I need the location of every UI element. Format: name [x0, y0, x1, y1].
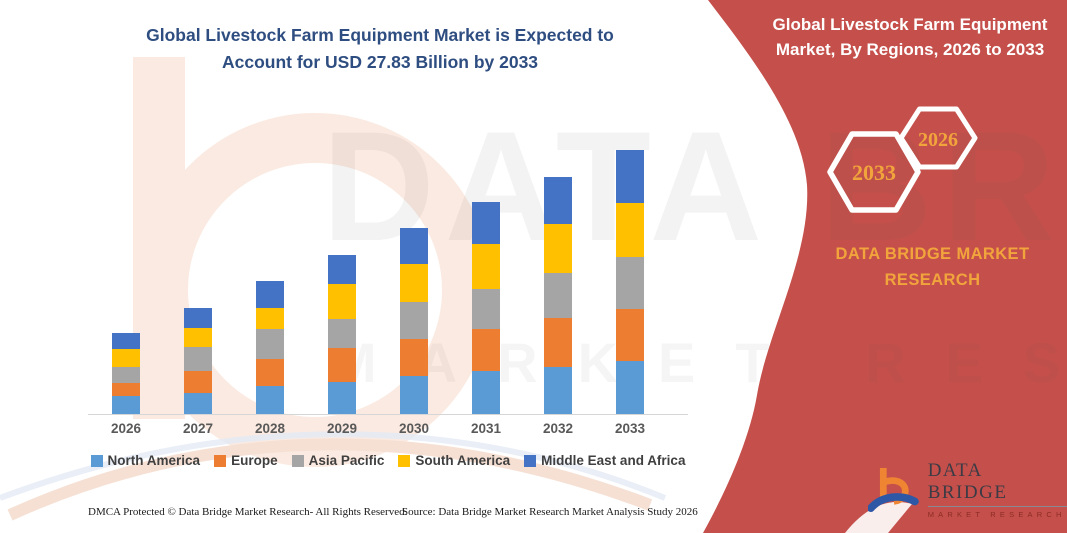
stacked-bar-2031 — [472, 202, 500, 414]
legend-item-middle-east-and-africa: Middle East and Africa — [524, 453, 685, 468]
bar-segment-2031-north-america — [472, 371, 500, 414]
bar-segment-2032-north-america — [544, 366, 572, 414]
bar-segment-2029-middle-east-and-africa — [328, 255, 356, 284]
bar-segment-2031-middle-east-and-africa — [472, 202, 500, 244]
bar-slot-2032 — [544, 176, 572, 414]
legend-label: Middle East and Africa — [541, 453, 686, 468]
stacked-bar-2029 — [328, 255, 356, 414]
bar-slot-2026 — [112, 333, 140, 414]
bar-segment-2030-asia-pacific — [400, 302, 428, 339]
bar-segment-2031-asia-pacific — [472, 288, 500, 330]
bar-segment-2027-north-america — [184, 393, 212, 414]
legend-swatch — [398, 454, 411, 467]
bar-segment-2030-north-america — [400, 376, 428, 414]
legend-label: South America — [415, 453, 511, 468]
legend-label: Asia Pacific — [308, 453, 385, 468]
chart-legend: North America Europe Asia Pacific South Ame… — [64, 453, 712, 468]
bar-segment-2030-europe — [400, 339, 428, 376]
legend-swatch — [524, 454, 537, 467]
x-tick-2026: 2026 — [110, 421, 142, 436]
panel-brand-text: DATA BRIDGE MARKET RESEARCH — [835, 245, 1030, 290]
stacked-bar-2032 — [544, 176, 572, 414]
bar-segment-2026-middle-east-and-africa — [112, 333, 140, 350]
bar-segment-2031-europe — [472, 329, 500, 372]
bar-segment-2029-south-america — [328, 283, 356, 320]
legend-item-north-america: North America — [90, 453, 201, 468]
logo-subtitle: MARKET RESEARCH — [927, 510, 1066, 519]
stacked-bar-2033 — [616, 149, 644, 414]
bar-segment-2027-asia-pacific — [184, 346, 212, 372]
bar-slot-2031 — [472, 202, 500, 414]
bar-segment-2032-middle-east-and-africa — [544, 176, 572, 225]
x-tick-2031: 2031 — [470, 421, 502, 436]
year-hexagons: 2033 2026 — [827, 106, 978, 213]
bar-segment-2027-south-america — [184, 327, 212, 347]
logo-title: DATA BRIDGE — [927, 460, 1067, 507]
legend-swatch — [291, 454, 304, 467]
bar-segment-2033-south-america — [616, 203, 644, 258]
legend-item-south-america: South America — [398, 453, 510, 468]
x-tick-2027: 2027 — [182, 421, 214, 436]
bar-segment-2032-south-america — [544, 224, 572, 273]
legend-item-europe: Europe — [214, 453, 278, 468]
bar-slot-2028 — [256, 281, 284, 414]
bar-segment-2033-asia-pacific — [616, 257, 644, 309]
bar-segment-2033-middle-east-and-africa — [616, 149, 644, 204]
x-tick-2029: 2029 — [326, 421, 358, 436]
x-tick-2028: 2028 — [254, 421, 286, 436]
bar-segment-2030-middle-east-and-africa — [400, 227, 428, 264]
bar-segment-2027-middle-east-and-africa — [184, 307, 212, 328]
footer-dmca: DMCA Protected © Data Bridge Market Rese… — [88, 506, 408, 518]
bars-row — [88, 127, 688, 415]
bar-slot-2030 — [400, 227, 428, 414]
bar-segment-2033-europe — [616, 308, 644, 361]
panel-title: Global Livestock Farm Equipment Market, … — [772, 15, 1048, 59]
x-tick-2032: 2032 — [542, 421, 574, 436]
bar-segment-2032-europe — [544, 318, 572, 367]
bar-segment-2028-north-america — [256, 386, 284, 414]
bar-segment-2031-south-america — [472, 243, 500, 289]
databridge-logo-icon — [868, 467, 919, 512]
hexagon-2033-label: 2033 — [852, 160, 896, 185]
legend-item-asia-pacific: Asia Pacific — [291, 453, 385, 468]
bar-slot-2027 — [184, 307, 212, 414]
bar-segment-2030-south-america — [400, 264, 428, 302]
legend-label: Europe — [231, 453, 278, 468]
footer-source: Source: Data Bridge Market Research Mark… — [402, 506, 698, 518]
bar-segment-2026-asia-pacific — [112, 366, 140, 383]
bar-segment-2028-europe — [256, 358, 284, 387]
bar-segment-2026-south-america — [112, 349, 140, 367]
stacked-bar-2028 — [256, 281, 284, 414]
stacked-bar-2026 — [112, 333, 140, 414]
bar-segment-2026-europe — [112, 382, 140, 396]
bar-segment-2027-europe — [184, 371, 212, 394]
stacked-bar-2027 — [184, 307, 212, 414]
bar-segment-2032-asia-pacific — [544, 272, 572, 319]
bar-slot-2029 — [328, 255, 356, 414]
bar-segment-2029-europe — [328, 348, 356, 382]
legend-swatch — [90, 454, 103, 467]
x-tick-2033: 2033 — [614, 421, 646, 436]
legend-label: North America — [107, 453, 201, 468]
bar-segment-2028-south-america — [256, 307, 284, 330]
chart-title: Global Livestock Farm Equipment Market i… — [146, 25, 614, 73]
bar-segment-2029-north-america — [328, 381, 356, 414]
bar-segment-2028-middle-east-and-africa — [256, 281, 284, 308]
x-tick-2030: 2030 — [398, 421, 430, 436]
hexagon-2026-label: 2026 — [918, 129, 958, 151]
hexagon-2033-shape — [827, 131, 921, 213]
bar-segment-2033-north-america — [616, 360, 644, 414]
x-axis-labels: 2026 2027 2028 2029 2030 2031 2032 2033 — [88, 421, 688, 436]
bar-segment-2028-asia-pacific — [256, 329, 284, 359]
hexagon-2026-shape — [898, 106, 978, 170]
bar-segment-2029-asia-pacific — [328, 319, 356, 349]
legend-swatch — [214, 454, 227, 467]
stacked-bar-2030 — [400, 227, 428, 414]
bar-segment-2026-north-america — [112, 395, 140, 414]
databridge-logo: DATA BRIDGE MARKET RESEARCH — [868, 460, 1067, 519]
bar-slot-2033 — [616, 149, 644, 414]
